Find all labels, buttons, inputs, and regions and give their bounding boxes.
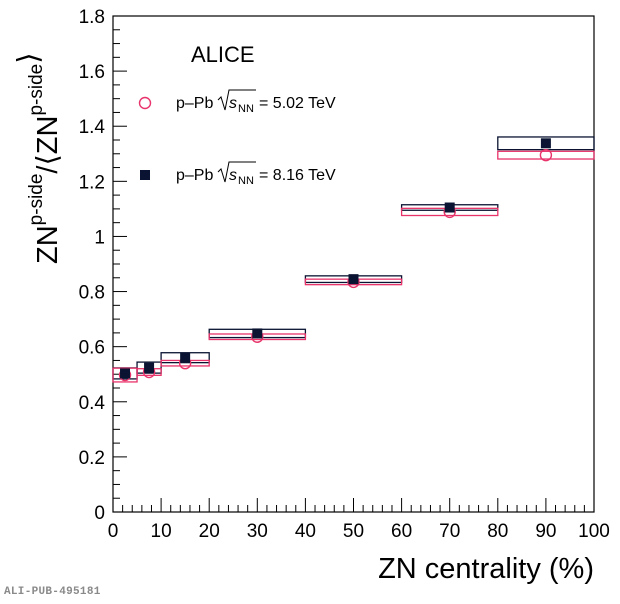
legend-marker-filled-square xyxy=(140,170,150,180)
x-tick-label: 90 xyxy=(535,521,556,542)
y-tick-label: 1.6 xyxy=(79,62,105,83)
y-axis-title: ZNp-side/⟨ZNp-side⟩ xyxy=(13,52,64,264)
x-tick-label: 80 xyxy=(487,521,508,542)
legend-marker-open-circle xyxy=(138,96,152,110)
publication-id: ALI-PUB-495181 xyxy=(4,586,101,598)
data-point xyxy=(120,368,131,379)
x-tick-label: 0 xyxy=(108,521,119,542)
y-title-den-sup: p-side xyxy=(26,64,47,116)
y-tick-label: 0 xyxy=(94,503,105,524)
sqrt-symbol xyxy=(217,161,256,183)
x-tick-label: 30 xyxy=(247,521,268,542)
legend-entry-5.02: p–Pb s NN = 5.02 TeV xyxy=(138,89,336,115)
data-point xyxy=(252,328,263,339)
x-tick-label: 70 xyxy=(439,521,460,542)
data-point xyxy=(539,148,553,162)
x-tick-label: 20 xyxy=(199,521,220,542)
y-title-den-open: /⟨ZN xyxy=(32,116,64,174)
syst-box xyxy=(497,150,595,160)
y-tick-label: 0.4 xyxy=(79,393,106,414)
legend-label-prefix: p–Pb xyxy=(176,167,213,184)
legend: p–Pb s NN = 5.02 TeV p–Pb s NN = 8.16 Te… xyxy=(138,89,336,187)
experiment-label: ALICE xyxy=(191,42,255,67)
y-axis-title-text: ZNp-side/⟨ZNp-side⟩ xyxy=(13,52,64,264)
y-tick-label: 0.2 xyxy=(79,448,105,469)
y-title-main: ZN xyxy=(32,225,64,264)
x-tick-label: 60 xyxy=(391,521,412,542)
x-tick-label: 50 xyxy=(343,521,364,542)
data-layer xyxy=(112,136,595,383)
legend-label-sub: NN xyxy=(238,175,254,187)
y-tick-label: 1.8 xyxy=(79,7,105,28)
legend-label-prefix: p–Pb xyxy=(176,95,213,112)
y-tick-label: 0.8 xyxy=(79,283,105,304)
x-axis-title: ZN centrality (%) xyxy=(378,553,594,585)
legend-entry-8.16: p–Pb s NN = 8.16 TeV xyxy=(140,161,336,187)
data-point xyxy=(444,202,455,213)
sqrt-symbol xyxy=(217,89,256,111)
y-tick-label: 1.2 xyxy=(79,172,105,193)
data-point xyxy=(180,352,191,363)
x-tick-label: 100 xyxy=(578,521,610,542)
legend-label-sub: NN xyxy=(238,103,254,115)
plot-frame xyxy=(112,15,595,513)
x-tick-label: 10 xyxy=(151,521,172,542)
legend-label-s: s xyxy=(229,167,237,184)
legend-label-suffix: = 8.16 TeV xyxy=(259,167,336,184)
y-title-sup: p-side xyxy=(26,174,47,226)
legend-label-suffix: = 5.02 TeV xyxy=(259,95,336,112)
legend-label-s: s xyxy=(229,95,237,112)
y-title-den-close: ⟩ xyxy=(13,52,45,63)
data-point xyxy=(144,362,155,373)
data-point xyxy=(540,138,551,149)
y-tick-label: 0.6 xyxy=(79,338,105,359)
x-tick-label: 40 xyxy=(295,521,316,542)
y-tick-label: 1.4 xyxy=(79,117,106,138)
data-point xyxy=(348,274,359,285)
axes: 0 10 20 30 40 50 60 70 80 90 100 0 0.2 0.4 0.6 0.8 1 1.2 1… xyxy=(79,7,610,542)
y-tick-label: 1 xyxy=(94,227,105,248)
